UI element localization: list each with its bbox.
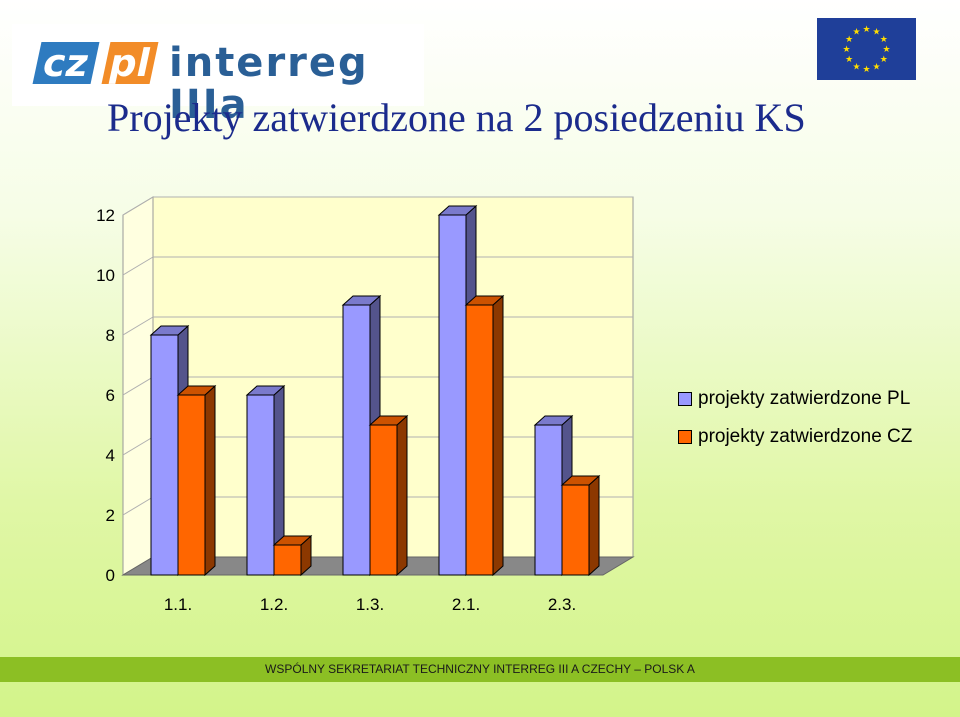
bar-cz — [561, 484, 590, 576]
bar-pl — [534, 424, 563, 576]
bar-cz — [177, 394, 206, 576]
svg-text:★: ★ — [880, 35, 888, 45]
legend-label-cz: projekty zatwierdzone CZ — [698, 426, 913, 447]
bar-pl-top — [245, 385, 286, 396]
bar-cz-top — [176, 385, 217, 396]
logo-cz-mark: cz — [32, 41, 100, 85]
gridline-side — [122, 436, 154, 456]
svg-text:★: ★ — [880, 55, 888, 65]
bar-cz-side — [492, 294, 504, 577]
bar-chart: 0 2 4 6 8 10 12 1.1. 1.2. 1.3. 2.1. 2.3. — [96, 196, 635, 614]
bar-pl — [342, 304, 371, 576]
x-tick-label: 1.3. — [356, 595, 384, 614]
y-tick-label: 4 — [106, 446, 115, 465]
y-tick-label: 6 — [106, 386, 115, 405]
interreg-logo: cz pl interreg IIIa — [12, 24, 424, 126]
legend-swatch-cz — [678, 430, 692, 444]
gridline-side — [122, 316, 154, 336]
bar-cz-top — [272, 535, 313, 546]
y-tick-label: 10 — [96, 266, 115, 285]
bar-cz-side — [396, 414, 408, 577]
x-tick-label: 1.1. — [164, 595, 192, 614]
bar-cz-side — [588, 474, 600, 577]
x-tick-label: 2.3. — [548, 595, 576, 614]
x-tick-label: 1.2. — [260, 595, 288, 614]
bar-cz-top — [464, 295, 505, 306]
page-title: Projekty zatwierdzone na 2 posiedzeniu K… — [107, 95, 806, 140]
gridline-side — [122, 496, 154, 516]
gridline-side — [122, 196, 154, 216]
svg-text:★: ★ — [872, 28, 880, 38]
y-tick-label: 12 — [96, 206, 115, 225]
bar-cz — [273, 544, 302, 576]
footer-bar: WSPÓLNY SEKRETARIAT TECHNICZNY INTERREG … — [0, 657, 960, 682]
svg-text:★: ★ — [852, 28, 860, 38]
bar-cz-top — [560, 475, 601, 486]
logo-wordmark: interreg IIIa — [169, 40, 369, 128]
bar-pl-top — [437, 205, 478, 216]
y-tick-label: 2 — [106, 506, 115, 525]
svg-text:★: ★ — [852, 62, 860, 72]
bar-cz-side — [204, 384, 216, 577]
svg-text:★: ★ — [862, 65, 870, 75]
svg-text:★: ★ — [882, 45, 890, 55]
y-tick-label: 0 — [106, 566, 115, 585]
bar-pl — [438, 214, 467, 576]
legend-swatch-pl — [678, 392, 692, 406]
gridline-side — [122, 376, 154, 396]
bar-cz — [465, 304, 494, 576]
svg-text:★: ★ — [862, 25, 870, 35]
logo-pl-mark: pl — [101, 41, 159, 85]
x-tick-label: 2.1. — [452, 595, 480, 614]
gridline-side — [122, 256, 154, 276]
legend-item-cz: projekty zatwierdzone CZ — [678, 418, 912, 456]
bar-pl — [150, 334, 179, 576]
bar-cz-top — [368, 415, 409, 426]
svg-text:★: ★ — [842, 45, 850, 55]
svg-text:★: ★ — [845, 55, 853, 65]
eu-stars: ★ ★ ★ ★ ★ ★ ★ ★ ★ ★ ★ ★ — [842, 25, 890, 75]
chart-legend: projekty zatwierdzone PL projekty zatwie… — [678, 380, 912, 456]
bar-cz — [369, 424, 398, 576]
bar-pl — [246, 394, 275, 576]
bar-pl-top — [149, 325, 190, 336]
eu-flag-icon: ★ ★ ★ ★ ★ ★ ★ ★ ★ ★ ★ ★ — [817, 18, 916, 80]
bar-pl-top — [533, 415, 574, 426]
svg-text:★: ★ — [845, 35, 853, 45]
bar-pl-top — [341, 295, 382, 306]
svg-text:★: ★ — [872, 62, 880, 72]
legend-item-pl: projekty zatwierdzone PL — [678, 380, 912, 418]
y-tick-label: 8 — [106, 326, 115, 345]
legend-label-pl: projekty zatwierdzone PL — [698, 388, 911, 409]
